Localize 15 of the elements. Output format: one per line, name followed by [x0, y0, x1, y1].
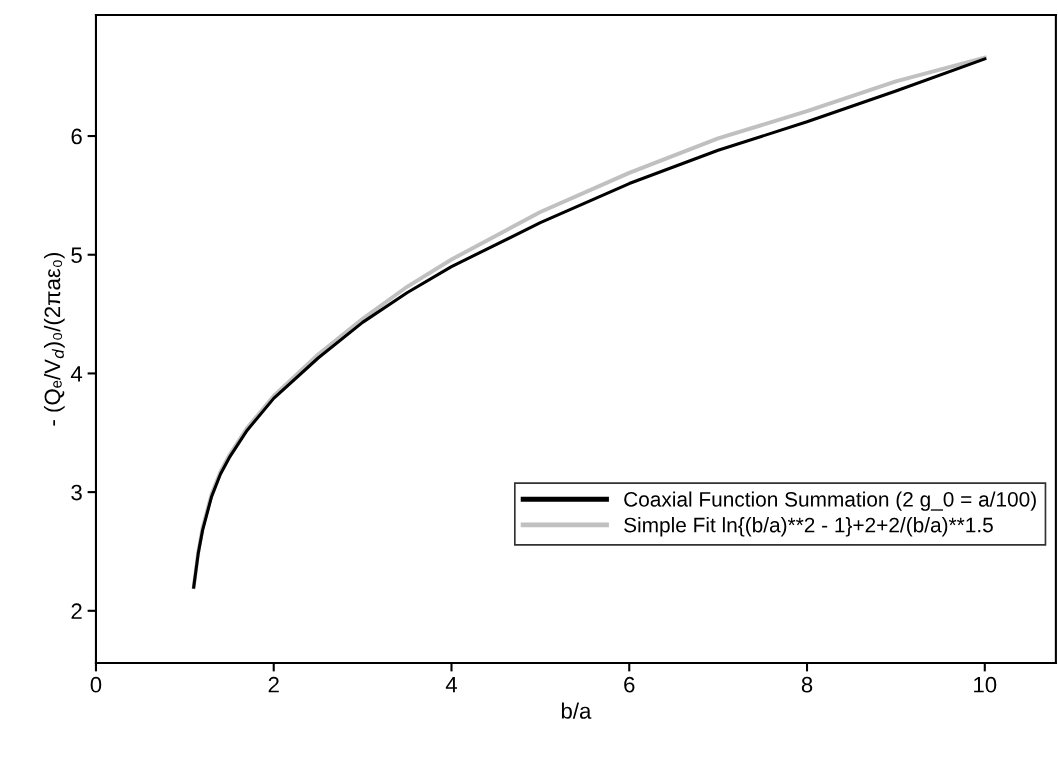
legend-label: Coaxial Function Summation (2 g_0 = a/100): [624, 491, 1036, 511]
x-tick-label: 4: [445, 677, 458, 693]
y-tick-label: 2: [71, 603, 82, 619]
y-tick-label: 5: [71, 247, 82, 264]
y-tick-label: 4: [70, 366, 83, 382]
x-tick-label: 6: [624, 676, 635, 693]
x-tick-label: 10: [974, 676, 997, 693]
legend-label: Simple Fit ln{(b/a)**2 - 1}+2+2/(b/a)**1.5: [624, 517, 993, 537]
y-tick-label: 3: [71, 484, 82, 501]
x-tick-label: 2: [268, 676, 279, 693]
y-tick-label: 6: [71, 128, 82, 145]
x-tick-label: 8: [801, 676, 813, 693]
y-axis-title: - (Qₑ/V$_{d}$)₀/(2πaε₀): [43, 252, 65, 426]
x-axis-title: b/a: [561, 702, 592, 719]
x-tick-label: 0: [90, 676, 102, 693]
